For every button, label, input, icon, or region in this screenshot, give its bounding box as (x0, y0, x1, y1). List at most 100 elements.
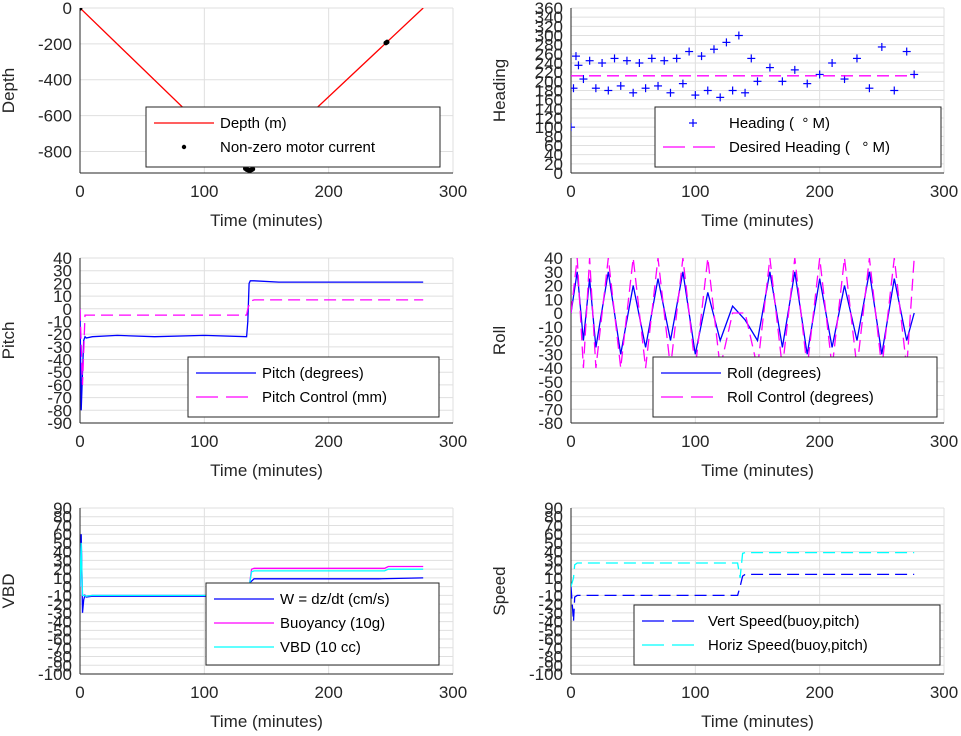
y-tick-label: -30 (47, 604, 72, 623)
y-tick-label: -70 (538, 639, 563, 658)
y-tick-label: 280 (535, 36, 563, 55)
x-axis-label: Time (minutes) (210, 461, 323, 480)
x-axis-label: Time (minutes) (701, 211, 814, 230)
series-point (741, 88, 750, 97)
x-tick-label: 300 (439, 683, 467, 702)
legend-box (187, 356, 440, 418)
x-tick-label: 200 (314, 182, 342, 201)
y-tick-label: -20 (47, 595, 72, 614)
series-line (571, 271, 915, 355)
x-tick-label: 300 (930, 432, 958, 451)
y-axis-label: Heading (490, 59, 509, 122)
y-tick-label: 320 (535, 17, 563, 36)
series-point (672, 54, 681, 63)
y-tick-label: -20 (47, 325, 72, 344)
y-tick-label: 260 (535, 45, 563, 64)
legend-item: Roll (degrees) (661, 365, 821, 382)
legend-label: Depth (m) (220, 115, 287, 132)
y-tick-label: 60 (544, 525, 563, 544)
y-tick-label: 180 (535, 82, 563, 101)
y-tick-label: -40 (47, 613, 72, 632)
chart-pitch: 0 100 200 300403020100-10-20-30-40-50-60-70… (0, 249, 467, 480)
chart-depth: 0 100 200 300 0 -200 -400 -600 -800 Time (minutes… (0, 0, 467, 230)
legend-item: Depth (m) (154, 115, 287, 132)
legend-label: Horiz Speed(buoy,pitch) (708, 637, 868, 654)
y-tick-label: -90 (47, 414, 72, 433)
y-tick-label: -30 (538, 604, 563, 623)
y-tick-label: -90 (538, 656, 563, 675)
y-tick-label: 0 (63, 0, 72, 18)
x-axis-label: Time (minutes) (701, 461, 814, 480)
y-tick-label: -30 (47, 338, 72, 357)
y-tick-label: 300 (535, 27, 563, 46)
x-tick-label: 300 (439, 432, 467, 451)
y-tick-label: 240 (535, 54, 563, 73)
series-point (635, 59, 644, 67)
y-tick-label: 10 (544, 569, 563, 588)
series-line (80, 280, 424, 411)
y-tick-label: -30 (538, 345, 563, 364)
y-tick-label: -70 (538, 400, 563, 419)
y-tick-label: -60 (538, 630, 563, 649)
legend-item: Pitch Control (mm) (196, 389, 387, 406)
series-point (647, 54, 656, 63)
series-point (685, 47, 694, 56)
legend-label: Non-zero motor current (220, 139, 376, 156)
legend: Depth (m) Non-zero motor current (145, 106, 441, 168)
data-layer (80, 280, 424, 411)
series-point (691, 91, 700, 100)
x-tick-label: 100 (681, 683, 709, 702)
legend-box (654, 106, 942, 168)
y-tick-label: 40 (53, 543, 72, 562)
x-tick-label: 0 (566, 432, 575, 451)
series-point (616, 81, 625, 90)
y-tick-label: -800 (38, 142, 72, 161)
y-tick-label: 0 (554, 578, 563, 597)
series-point (734, 31, 743, 40)
series-point (660, 56, 669, 65)
y-axis-label: Depth (0, 68, 18, 113)
legend-label: Desired Heading ( ° M) (729, 139, 890, 156)
y-tick-label: 60 (544, 137, 563, 156)
y-tick-label: -60 (47, 376, 72, 395)
legend-item: Horiz Speed(buoy,pitch) (642, 637, 868, 654)
series-point (610, 54, 619, 63)
legend-item: Heading ( ° M) (689, 115, 830, 132)
y-tick-label: -90 (47, 656, 72, 675)
y-tick-label: 200 (535, 72, 563, 91)
series-point (80, 8, 83, 11)
y-tick-label: -50 (538, 373, 563, 392)
y-tick-label: 20 (53, 274, 72, 293)
legend-item: Vert Speed(buoy,pitch) (642, 613, 859, 630)
x-tick-label: 100 (190, 683, 218, 702)
chart-vbd: 0 100 200 3009080706050403020100-10-20-30-4… (0, 499, 467, 731)
series-point (852, 54, 861, 63)
series-point (622, 56, 631, 65)
y-tick-label: -100 (38, 665, 72, 684)
y-tick-label: -40 (538, 359, 563, 378)
y-tick-label: 120 (535, 109, 563, 128)
series-line (80, 534, 424, 613)
x-tick-label: 300 (439, 182, 467, 201)
y-tick-label: -50 (47, 363, 72, 382)
legend-box (652, 356, 938, 418)
series-point (579, 75, 588, 84)
legend-box (633, 604, 941, 666)
y-tick-label: -40 (47, 351, 72, 370)
y-tick-label: -70 (47, 389, 72, 408)
y-tick-label: -10 (538, 318, 563, 337)
y-tick-label: 30 (544, 551, 563, 570)
x-axis-label: Time (minutes) (210, 211, 323, 230)
series-line (571, 573, 915, 622)
x-tick-label: 0 (75, 683, 84, 702)
y-tick-label: -80 (538, 414, 563, 433)
series-point (585, 56, 594, 65)
y-tick-label: 100 (535, 118, 563, 137)
y-tick-label: 80 (53, 508, 72, 527)
legend-item: Non-zero motor current (181, 139, 376, 156)
y-tick-label: 40 (544, 146, 563, 165)
y-axis-label: Speed (490, 566, 509, 615)
y-tick-label: 20 (544, 560, 563, 579)
series-point (778, 77, 787, 86)
series-point (574, 61, 583, 70)
